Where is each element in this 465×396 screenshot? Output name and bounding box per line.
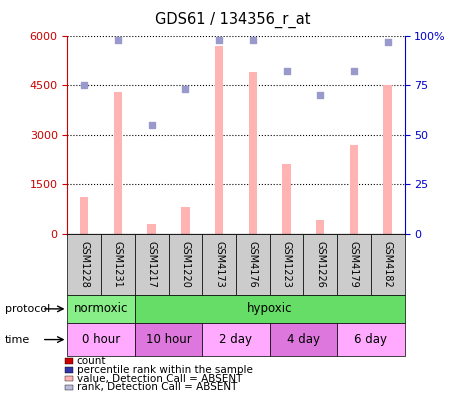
- Bar: [135, 295, 405, 323]
- Bar: [236, 234, 270, 295]
- Point: [114, 36, 122, 43]
- Bar: [202, 234, 236, 295]
- Text: GSM4182: GSM4182: [383, 241, 393, 288]
- Bar: [337, 323, 405, 356]
- Point: [350, 68, 358, 74]
- Bar: [303, 234, 337, 295]
- Text: GSM1220: GSM1220: [180, 241, 191, 288]
- Text: protocol: protocol: [5, 304, 50, 314]
- Text: GSM4179: GSM4179: [349, 241, 359, 288]
- Bar: [147, 224, 156, 234]
- Point: [80, 82, 88, 88]
- Text: percentile rank within the sample: percentile rank within the sample: [77, 365, 252, 375]
- Text: hypoxic: hypoxic: [247, 303, 292, 315]
- Point: [384, 38, 392, 45]
- Text: GSM1217: GSM1217: [146, 241, 157, 288]
- Text: 0 hour: 0 hour: [82, 333, 120, 346]
- Text: rank, Detection Call = ABSENT: rank, Detection Call = ABSENT: [77, 382, 237, 392]
- Bar: [282, 164, 291, 234]
- Text: count: count: [77, 356, 106, 366]
- Point: [283, 68, 290, 74]
- Text: GSM1226: GSM1226: [315, 241, 326, 288]
- Bar: [350, 145, 358, 234]
- Bar: [316, 221, 325, 234]
- Bar: [270, 323, 337, 356]
- Bar: [337, 234, 371, 295]
- Text: 10 hour: 10 hour: [146, 333, 192, 346]
- Point: [317, 92, 324, 98]
- Bar: [384, 85, 392, 234]
- Bar: [135, 323, 202, 356]
- Bar: [67, 295, 135, 323]
- Bar: [181, 207, 190, 234]
- Text: normoxic: normoxic: [74, 303, 128, 315]
- Bar: [202, 323, 270, 356]
- Text: 4 day: 4 day: [287, 333, 320, 346]
- Text: 2 day: 2 day: [219, 333, 252, 346]
- Bar: [101, 234, 135, 295]
- Text: time: time: [5, 335, 30, 345]
- Bar: [371, 234, 405, 295]
- Text: GSM4173: GSM4173: [214, 241, 224, 288]
- Text: value, Detection Call = ABSENT: value, Detection Call = ABSENT: [77, 373, 242, 384]
- Text: 6 day: 6 day: [354, 333, 387, 346]
- Bar: [67, 323, 135, 356]
- Bar: [114, 92, 122, 234]
- Text: GSM1231: GSM1231: [113, 241, 123, 288]
- Point: [249, 36, 257, 43]
- Bar: [270, 234, 303, 295]
- Bar: [168, 234, 202, 295]
- Text: GSM4176: GSM4176: [248, 241, 258, 288]
- Point: [182, 86, 189, 92]
- Text: GDS61 / 134356_r_at: GDS61 / 134356_r_at: [155, 12, 310, 28]
- Text: GSM1228: GSM1228: [79, 241, 89, 288]
- Bar: [249, 72, 257, 234]
- Bar: [67, 234, 101, 295]
- Point: [148, 122, 155, 128]
- Bar: [135, 234, 168, 295]
- Bar: [215, 46, 223, 234]
- Point: [215, 36, 223, 43]
- Text: GSM1223: GSM1223: [281, 241, 292, 288]
- Bar: [80, 197, 88, 234]
